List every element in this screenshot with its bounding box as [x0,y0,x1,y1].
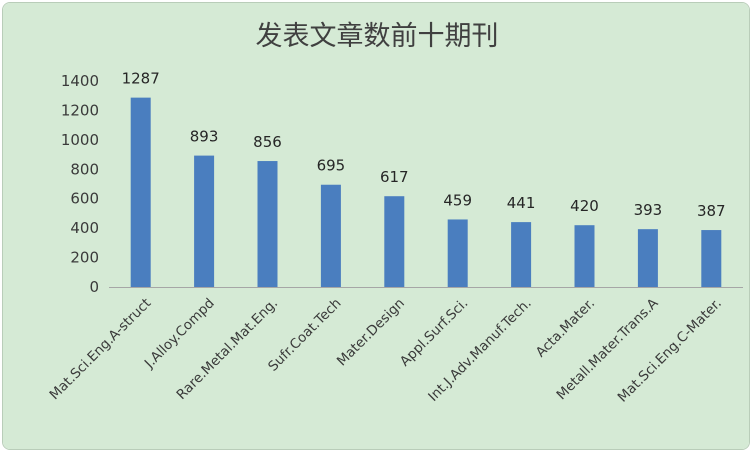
y-tick-label: 1000 [61,131,99,149]
bar-value-label: 459 [443,191,472,209]
bar [130,97,151,288]
y-tick-label: 1200 [61,101,99,119]
bar-value-label: 617 [380,168,409,186]
y-tick-label: 1400 [61,72,99,90]
bar-value-label: 393 [634,201,663,219]
chart-background [3,3,749,449]
bar [384,196,405,287]
bar [701,230,722,287]
data-labels: 1287 893 856 695 617 459 441 420 393 387 [122,70,726,220]
bars [130,97,722,288]
bar [447,219,468,287]
bar [637,229,658,287]
bar-value-label: 441 [507,194,536,212]
bar-value-label: 387 [697,202,726,220]
bar-value-label: 856 [253,133,282,151]
y-tick-label: 200 [70,249,99,267]
bar-value-label: 1287 [122,70,160,88]
y-tick-label: 0 [89,278,99,296]
y-tick-label: 600 [70,190,99,208]
chart-title: 发表文章数前十期刊 [256,21,499,52]
bar-chart: 发表文章数前十期刊 0 200 400 600 800 1000 1200 1400 1287… [3,3,749,449]
bar [194,155,215,287]
bar [257,161,278,287]
bar-value-label: 695 [317,157,346,175]
y-tick-label: 400 [70,219,99,237]
y-axis-tick-labels: 0 200 400 600 800 1000 1200 1400 [61,72,99,296]
bar [511,222,532,287]
y-tick-label: 800 [70,160,99,178]
bar-value-label: 420 [570,197,599,215]
bar [574,225,595,287]
bar-value-label: 893 [190,128,219,146]
bar [320,184,341,287]
